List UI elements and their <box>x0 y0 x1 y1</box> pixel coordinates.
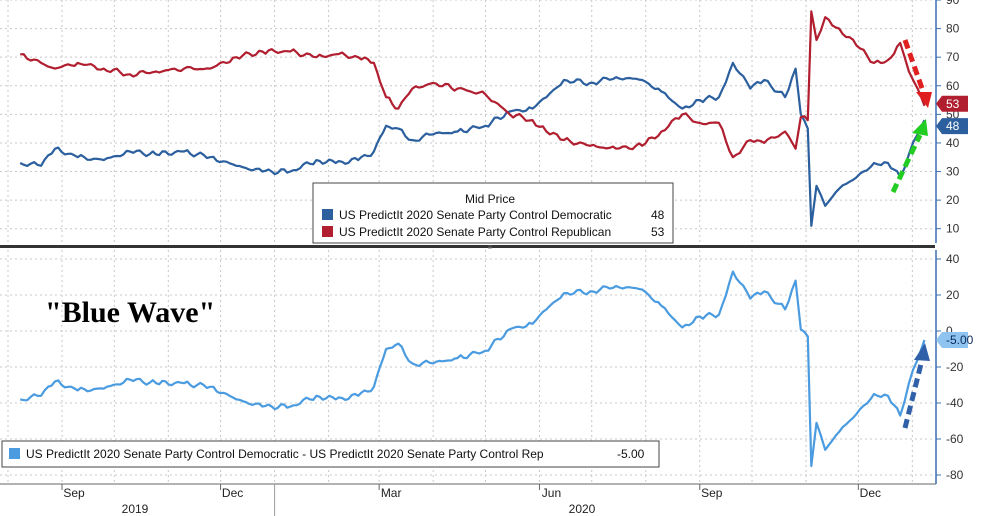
green-up-arrow-icon <box>890 119 928 194</box>
top-y-tick-label: 90 <box>946 0 960 7</box>
bottom-y-tick-label: -20 <box>946 360 964 374</box>
top-y-tick-label: 70 <box>946 50 960 64</box>
top-y-tick-label: 30 <box>946 165 960 179</box>
legend-label-republican: US PredictIt 2020 Senate Party Control R… <box>339 225 611 239</box>
badge-spread-last: -5.00 <box>946 333 974 347</box>
badge-spread-last-bg <box>936 332 968 348</box>
top-legend-box <box>312 182 674 244</box>
bottom-y-tick-label: -80 <box>946 468 964 482</box>
bottom-series-line-0 <box>19 270 926 468</box>
top-legend: Mid Price US PredictIt 2020 Senate Party… <box>312 182 674 244</box>
last-value-badges: 53 48 -5.00 <box>936 95 974 348</box>
top-series-line-1 <box>20 10 926 159</box>
x-tick-label: Sep <box>63 486 85 500</box>
legend-swatch-republican <box>322 226 333 237</box>
panel-divider[interactable] <box>0 245 935 248</box>
blue-up-arrow-icon <box>902 343 930 429</box>
bottom-y-tick-label: -40 <box>946 396 964 410</box>
top-series-line-0 <box>19 61 926 227</box>
top-y-tick-label: 40 <box>946 136 960 150</box>
top-y-tick-label: 80 <box>946 22 960 36</box>
x-tick-label: Dec <box>222 486 243 500</box>
badge-democratic-last-bg <box>936 118 968 135</box>
legend-swatch-spread <box>9 448 20 459</box>
x-axis: Sep Dec Mar Jun Sep Dec 2019 2020 <box>0 483 936 516</box>
bottom-legend: US PredictIt 2020 Senate Party Control D… <box>1 440 660 468</box>
top-y-tick-label: 20 <box>946 193 960 207</box>
top-y-tick-label: 10 <box>946 222 960 236</box>
legend-value-democratic: 48 <box>651 208 665 222</box>
top-y-tick-label: 60 <box>946 79 960 93</box>
bottom-y-tick-label: 20 <box>946 288 960 302</box>
legend-label-democratic: US PredictIt 2020 Senate Party Control D… <box>339 208 612 222</box>
top-series-lines <box>19 10 926 227</box>
bottom-series-lines <box>19 270 926 468</box>
legend-value-spread: -5.00 <box>617 447 645 461</box>
panel-divider-handle[interactable]: ≡ <box>488 243 493 252</box>
legend-value-republican: 53 <box>651 225 665 239</box>
x-tick-label: Jun <box>542 486 561 500</box>
bottom-y-tick-label: 0 <box>946 324 953 338</box>
bottom-y-tick-labels: -80 -60 -40 -20 0 20 40 <box>936 252 964 482</box>
x-tick-label: Dec <box>860 486 881 500</box>
badge-republican-last-bg <box>936 95 968 112</box>
legend-label-spread: US PredictIt 2020 Senate Party Control D… <box>26 447 544 461</box>
bottom-legend-box <box>1 440 660 468</box>
badge-republican-last: 53 <box>946 97 960 111</box>
x-tick-label: Sep <box>701 486 723 500</box>
blue-wave-title: "Blue Wave" <box>45 296 215 329</box>
red-down-arrow-icon <box>902 39 932 108</box>
top-legend-title: Mid Price <box>465 192 515 206</box>
legend-swatch-democratic <box>322 209 333 220</box>
bottom-y-tick-label: -60 <box>946 432 964 446</box>
top-panel-grid <box>0 0 935 243</box>
bottom-y-tick-label: 40 <box>946 252 960 266</box>
x-year-label-2019: 2019 <box>122 502 149 516</box>
badge-democratic-last: 48 <box>946 119 960 133</box>
x-year-label-2020: 2020 <box>569 502 596 516</box>
x-tick-label: Mar <box>381 486 402 500</box>
